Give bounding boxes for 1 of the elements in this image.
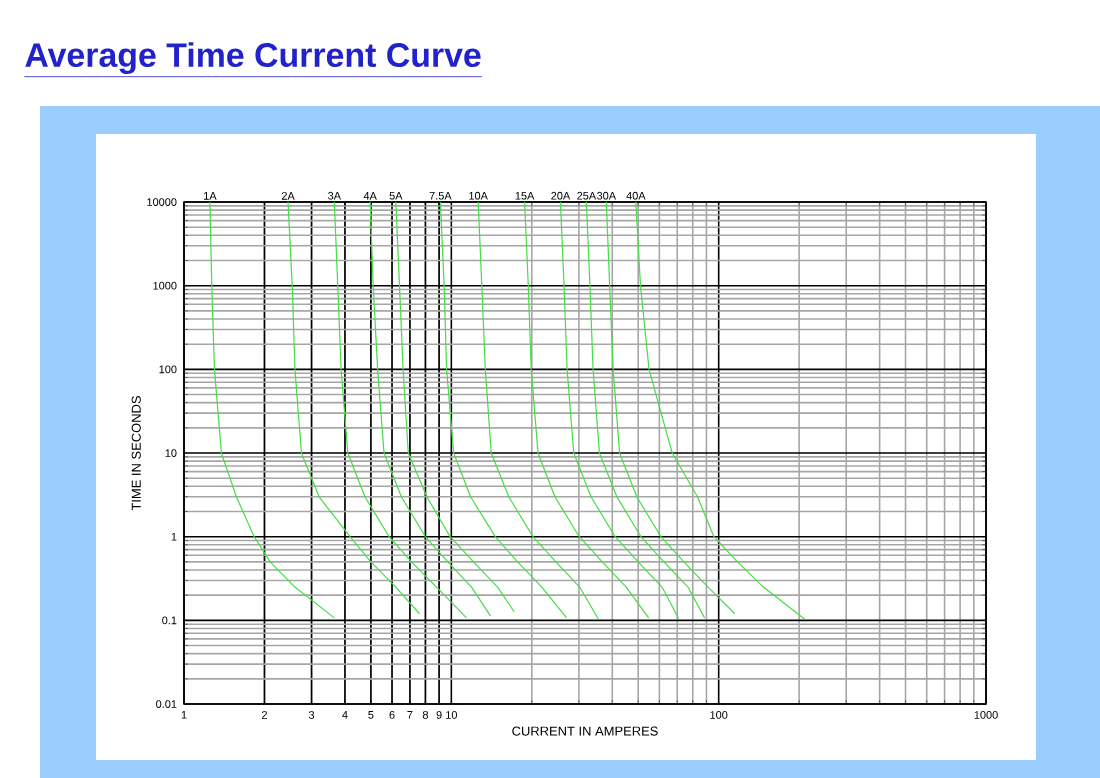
chart-title: Average Time Current Curve	[25, 42, 481, 74]
